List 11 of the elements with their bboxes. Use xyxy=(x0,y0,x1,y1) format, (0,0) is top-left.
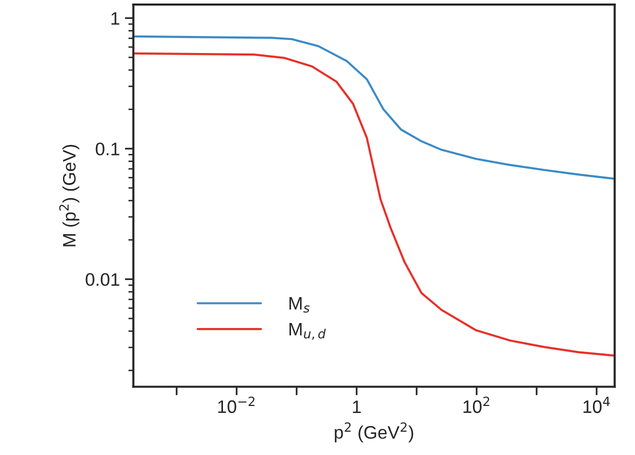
x-axis-title: p$^{2}$ (GeV$^{2}$) xyxy=(334,422,414,442)
x-tick-label: 1 xyxy=(352,400,361,414)
legend-label: M$_{s}$ xyxy=(289,297,310,313)
y-tick-label: 1 xyxy=(111,12,120,25)
y-tick-label: 0.01 xyxy=(86,273,120,286)
x-tick-label: 10$^{2}$ xyxy=(464,396,490,414)
y-axis-title: M (p$^{2}$) (GeV) xyxy=(59,144,80,246)
x-tick-label: 10$^{−2}$ xyxy=(218,396,254,414)
y-tick-label: 0.1 xyxy=(96,142,120,156)
x-tick-label: 10$^{4}$ xyxy=(584,396,610,414)
legend-label: M$_{u,d}$ xyxy=(289,322,326,340)
